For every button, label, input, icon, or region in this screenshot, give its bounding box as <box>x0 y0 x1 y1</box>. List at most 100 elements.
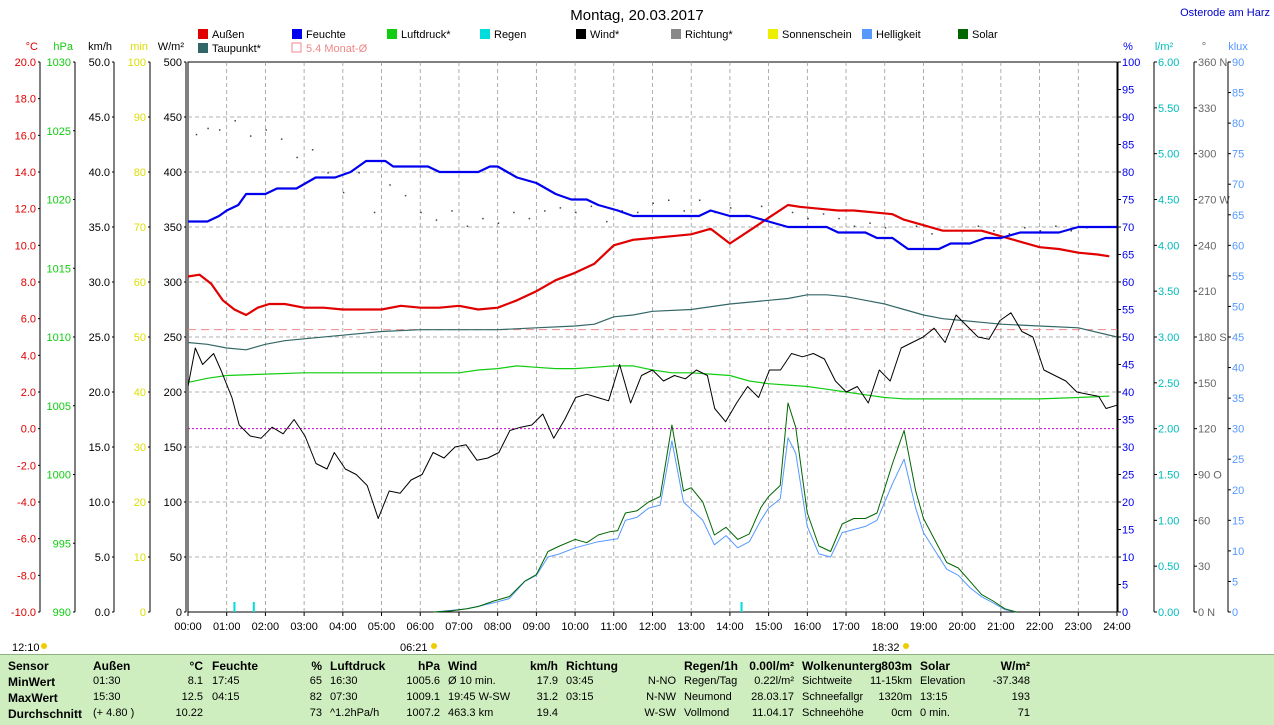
x-tick-label: 22:00 <box>1026 621 1054 633</box>
rain-bar <box>233 602 236 612</box>
right-tick-label: 30 <box>1232 424 1244 436</box>
right-tick-label: 65 <box>1122 250 1134 262</box>
footer-value: N-NW <box>646 691 676 703</box>
x-tick-label: 05:00 <box>368 621 396 633</box>
right-tick-label: 6.00 <box>1158 57 1179 69</box>
taupunkt-line <box>187 294 1118 351</box>
sun-time-label: 18:32 <box>872 642 900 652</box>
footer-unit: 0.00l/m² <box>749 659 794 673</box>
footer-cell: Neumond <box>684 691 732 703</box>
left-tick-label: 200 <box>164 387 182 399</box>
left-tick-label: 15.0 <box>89 442 110 454</box>
left-tick-label: 45.0 <box>89 112 110 124</box>
right-tick-label: 15 <box>1122 525 1134 537</box>
left-tick-label: 1000 <box>47 470 71 482</box>
x-tick-label: 15:00 <box>755 621 783 633</box>
right-tick-label: 0.00 <box>1158 607 1179 619</box>
sun-time-label: 12:10 <box>12 642 40 652</box>
footer-value: 8.1 <box>187 675 203 687</box>
right-tick-label: 360 N <box>1198 57 1227 69</box>
right-axis-unit: l/m² <box>1155 41 1174 53</box>
left-tick-label: 90 <box>134 112 146 124</box>
right-tick-label: 70 <box>1232 179 1244 191</box>
footer-unit: °C <box>189 659 203 673</box>
right-tick-label: 75 <box>1232 149 1244 161</box>
direction-dot <box>838 217 840 220</box>
left-tick-label: -10.0 <box>11 607 36 619</box>
direction-dot <box>342 191 345 194</box>
right-tick-label: 30 <box>1122 442 1134 454</box>
footer-value: 82 <box>309 691 322 703</box>
footer-cell: 16:30 <box>330 675 358 687</box>
right-tick-label: 2.00 <box>1158 424 1179 436</box>
direction-dot <box>466 225 469 227</box>
left-tick-label: -4.0 <box>17 497 36 509</box>
legend-label: Solar <box>972 29 998 41</box>
left-tick-label: 150 <box>164 442 182 454</box>
right-tick-label: 80 <box>1232 118 1244 130</box>
left-axis-unit: min <box>130 41 148 53</box>
left-axis-unit: km/h <box>88 41 112 53</box>
footer-cell: 463.3 km <box>448 707 494 719</box>
right-tick-label: 0 N <box>1198 607 1215 619</box>
left-tick-label: 300 <box>164 277 182 289</box>
left-tick-label: 25.0 <box>89 332 110 344</box>
footer-row-label: MaxWert <box>8 691 58 705</box>
left-tick-label: 50.0 <box>89 57 110 69</box>
footer-value: 65 <box>309 675 322 687</box>
legend-swatch <box>198 43 208 53</box>
right-tick-label: 90 <box>1122 112 1134 124</box>
right-tick-label: 0 <box>1232 607 1238 619</box>
direction-dot <box>482 217 484 220</box>
x-tick-label: 08:00 <box>484 621 512 633</box>
footer-cell: 15:30 <box>93 691 121 703</box>
direction-dot <box>218 129 221 131</box>
direction-dot <box>822 213 825 215</box>
x-tick-label: 14:00 <box>716 621 744 633</box>
right-tick-label: 5.00 <box>1158 149 1179 161</box>
right-tick-label: 80 <box>1122 167 1134 179</box>
legend-label: 5.4 Monat-Ø <box>306 43 368 55</box>
left-tick-label: 20 <box>134 497 146 509</box>
left-tick-label: 14.0 <box>15 167 36 179</box>
sun-icon <box>431 643 437 649</box>
footer-unit: hPa <box>417 659 440 673</box>
direction-dot <box>1008 233 1011 235</box>
legend-label: Sonnenschein <box>782 29 852 41</box>
right-tick-label: 5.50 <box>1158 103 1179 115</box>
left-axis-unit: °C <box>26 41 38 53</box>
footer-cell: (+ 4.80 ) <box>93 707 135 719</box>
legend-swatch <box>768 29 778 39</box>
footer-cell: 19:45 W-SW <box>448 691 511 703</box>
footer-header: Regen/1h <box>684 659 739 673</box>
x-tick-label: 09:00 <box>523 621 551 633</box>
left-tick-label: 20.0 <box>15 57 36 69</box>
direction-dot <box>1055 225 1057 227</box>
left-tick-label: 1030 <box>47 57 71 69</box>
left-tick-label: 30.0 <box>89 277 110 289</box>
footer-value: 12.5 <box>181 691 203 703</box>
x-tick-label: 12:00 <box>639 621 667 633</box>
footer-value: 1320m <box>878 691 912 703</box>
footer-cell: Elevation <box>920 675 966 687</box>
right-tick-label: 55 <box>1232 271 1244 283</box>
right-tick-label: 45 <box>1122 360 1134 372</box>
footer-value: 1005.6 <box>406 675 440 687</box>
right-tick-label: 100 <box>1122 57 1140 69</box>
right-tick-label: 25 <box>1122 470 1134 482</box>
left-tick-label: 1010 <box>47 332 71 344</box>
left-tick-label: 1005 <box>47 401 71 413</box>
x-tick-label: 17:00 <box>832 621 860 633</box>
direction-dot <box>977 225 980 227</box>
direction-dot <box>807 217 809 220</box>
left-tick-label: 16.0 <box>15 130 36 142</box>
footer-value: 10.22 <box>175 707 203 719</box>
x-tick-label: 21:00 <box>987 621 1015 633</box>
right-tick-label: 90 <box>1232 57 1244 69</box>
chart-grid <box>187 61 1118 613</box>
right-tick-label: 4.00 <box>1158 240 1179 252</box>
footer-value: 19.4 <box>536 707 558 719</box>
left-tick-label: 1025 <box>47 126 71 138</box>
left-tick-label: 70 <box>134 222 146 234</box>
direction-dot <box>195 133 198 136</box>
